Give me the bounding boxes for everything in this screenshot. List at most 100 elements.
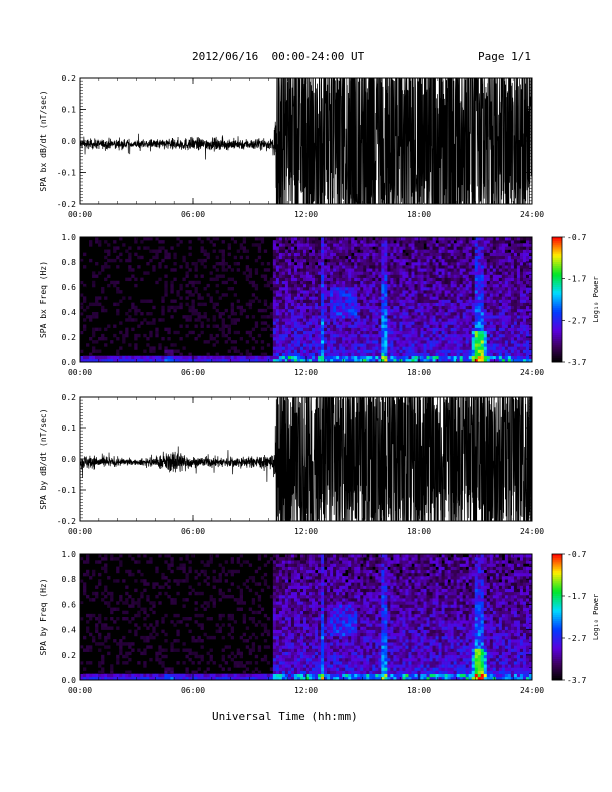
spectrogram-cell (492, 265, 497, 269)
spectrogram-cell (161, 355, 165, 360)
spectrogram-cell (152, 355, 156, 360)
spectrogram-cell (399, 324, 403, 328)
spectrogram-cell (417, 296, 421, 300)
spectrogram-cell (453, 343, 457, 347)
spectrogram-cell (339, 280, 343, 285)
spectrogram-cell (387, 243, 391, 247)
spectrogram-cell (339, 355, 343, 360)
spectrogram-cell (327, 324, 331, 328)
spectrogram-cell (417, 290, 421, 294)
spectrogram-cell (483, 321, 488, 325)
spectrogram-cell (176, 243, 180, 247)
spectrogram-cell (483, 243, 488, 247)
spectrogram-cell (489, 330, 494, 335)
spectrogram-cell (522, 237, 527, 241)
spectrogram-cell (429, 330, 433, 335)
spectrogram-cell (351, 312, 355, 316)
spectrogram-cell (275, 337, 280, 341)
spectrogram-cell (408, 333, 412, 338)
spectrogram-cell (432, 305, 436, 310)
spectrogram-cell (185, 315, 189, 319)
spectrogram-cell (444, 327, 448, 332)
spectrogram-cell (134, 252, 138, 257)
spectrogram-cell (402, 355, 406, 360)
spectrogram-cell (516, 358, 521, 363)
spectrogram-cell (354, 340, 358, 344)
spectrogram-cell (411, 321, 415, 325)
spectrogram-cell (206, 255, 210, 260)
spectrogram-cell (462, 321, 466, 325)
spectrogram-cell (239, 352, 244, 357)
spectrogram-cell (318, 330, 322, 335)
spectrogram-cell (330, 358, 334, 363)
spectrogram-cell (423, 355, 427, 360)
spectrogram-cell (477, 252, 482, 257)
spectrogram-cell (510, 324, 515, 328)
spectrogram-cell (345, 327, 349, 332)
spectrogram-cell (299, 349, 304, 353)
spectrogram-cell (327, 293, 331, 297)
spectrogram-cell (318, 265, 322, 269)
spectrogram-cell (462, 349, 466, 353)
spectrogram-cell (387, 302, 391, 307)
spectrogram-cell (519, 296, 524, 300)
spectrogram-cell (296, 324, 301, 328)
spectrogram-cell (393, 308, 397, 313)
spectrogram-cell (278, 340, 283, 344)
spectrogram-cell (143, 673, 147, 678)
spectrogram-cell (113, 673, 117, 678)
spectrogram-cell (206, 237, 210, 241)
spectrogram-cell (272, 333, 277, 338)
spectrogram-cell (239, 255, 244, 260)
spectrogram-cell (354, 287, 358, 291)
spectrogram-cell (287, 255, 292, 260)
spectrogram-cell (342, 290, 346, 294)
spectrogram-cell (357, 327, 361, 332)
spectrogram-cell (339, 246, 343, 250)
spectrogram-cell (143, 648, 147, 652)
spectrogram-cell (333, 258, 337, 263)
spectrogram-cell (134, 343, 138, 347)
spectrogram-cell (98, 240, 102, 244)
spectrogram-cell (290, 312, 295, 316)
spectrogram-cell (158, 591, 162, 596)
spectrogram-cell (501, 315, 506, 319)
spectrogram-cell (384, 246, 388, 250)
spectrogram-cell (188, 355, 192, 360)
spectrogram-cell (348, 346, 352, 350)
spectrogram-cell (324, 265, 328, 269)
spectrogram-cell (218, 358, 222, 363)
spectrogram-cell (336, 352, 340, 357)
spectrogram-cell (465, 299, 470, 303)
spectrogram-cell (98, 661, 102, 665)
spectrogram-cell (309, 358, 313, 363)
spectrogram-cell (158, 318, 162, 322)
spectrogram-cell (215, 355, 219, 360)
spectrogram-cell (483, 274, 488, 278)
spectrogram-cells (80, 237, 533, 363)
spectrogram-cell (324, 280, 328, 285)
spectrogram-cell (387, 262, 391, 266)
spectrogram-cell (281, 358, 286, 363)
spectrogram-cell (287, 355, 292, 360)
spectrogram-cell (83, 299, 87, 303)
spectrogram-cell (486, 305, 491, 310)
spectrogram-cell (525, 299, 530, 303)
spectrogram-cell (324, 249, 328, 253)
spectrogram-cell (278, 305, 283, 310)
spectrogram-cell (528, 290, 533, 294)
spectrogram-cell (507, 327, 512, 332)
spectrogram-cell (348, 330, 352, 335)
spectrogram-cell (441, 352, 445, 357)
spectrogram-cell (411, 349, 415, 353)
spectrogram-cell (450, 321, 454, 325)
spectrogram-cell (330, 349, 334, 353)
spectrogram-cell (432, 337, 436, 341)
spectrogram-cell (272, 302, 277, 307)
spectrogram-cell (287, 280, 292, 285)
spectrogram-cell (453, 324, 457, 328)
spectrogram-cell (396, 318, 400, 322)
spectrogram-cell (315, 308, 319, 313)
spectrogram-cell (272, 287, 277, 291)
spectrogram-cell (399, 280, 403, 285)
